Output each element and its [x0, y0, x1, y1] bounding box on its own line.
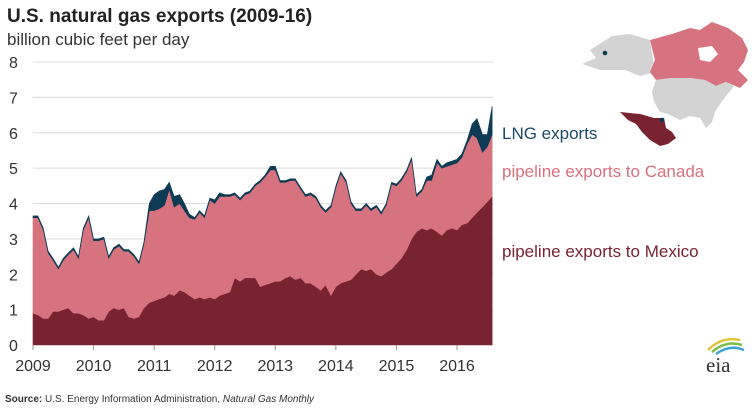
source-note: Source: U.S. Energy Information Administ…	[5, 394, 314, 405]
source-publication: Natural Gas Monthly	[222, 394, 315, 405]
legend-mexico: pipeline exports to Mexico	[502, 242, 699, 261]
canada-shape	[650, 22, 748, 88]
logo-arc-blue	[715, 346, 745, 356]
y-tick-label: 2	[9, 267, 18, 284]
chart-subtitle: billion cubic feet per day	[7, 30, 190, 49]
source-text: U.S. Energy Information Administration,	[42, 394, 223, 405]
x-tick-label: 2011	[137, 358, 172, 375]
logo-arc-yellow	[707, 337, 741, 351]
logo-text: eia	[706, 353, 731, 377]
gulf-lng-terminal-dot	[659, 117, 665, 123]
chart-title: U.S. natural gas exports (2009-16)	[7, 6, 313, 27]
usa-shape	[652, 78, 734, 128]
y-tick-label: 1	[9, 303, 18, 320]
x-tick-label: 2013	[257, 358, 293, 375]
area-lng	[32, 106, 493, 270]
y-tick-label: 4	[9, 197, 18, 214]
y-tick-label: 5	[9, 161, 18, 178]
x-tick-label: 2014	[318, 358, 354, 375]
alaska-shape	[582, 34, 655, 76]
y-tick-label: 7	[9, 90, 18, 107]
logo-arc-green	[711, 342, 743, 353]
x-tick-label: 2016	[439, 358, 475, 375]
y-tick-label: 0	[9, 338, 18, 355]
legend-lng: LNG exports	[502, 124, 598, 143]
legend-canada: pipeline exports to Canada	[502, 162, 705, 181]
stacked-areas	[32, 106, 493, 346]
x-tick-label: 2015	[379, 358, 415, 375]
x-tick-label: 2010	[76, 358, 112, 375]
north-america-map	[582, 22, 748, 146]
y-tick-label: 3	[9, 232, 18, 249]
alaska-lng-terminal-dot	[602, 50, 608, 56]
source-label: Source:	[5, 394, 43, 405]
y-tick-label: 6	[9, 126, 18, 143]
y-axis: 0 1 2 3 4 5 6 7 8	[9, 55, 18, 355]
x-tick-label: 2009	[15, 358, 51, 375]
x-tick-label: 2012	[197, 358, 233, 375]
x-axis: 2009 2010 2011 2012 2013 2014 2015 2016	[15, 345, 475, 375]
eia-logo: eia	[706, 337, 745, 377]
mexico-shape	[620, 112, 676, 146]
canada-bay-shape	[698, 46, 718, 62]
y-tick-label: 8	[9, 55, 18, 72]
